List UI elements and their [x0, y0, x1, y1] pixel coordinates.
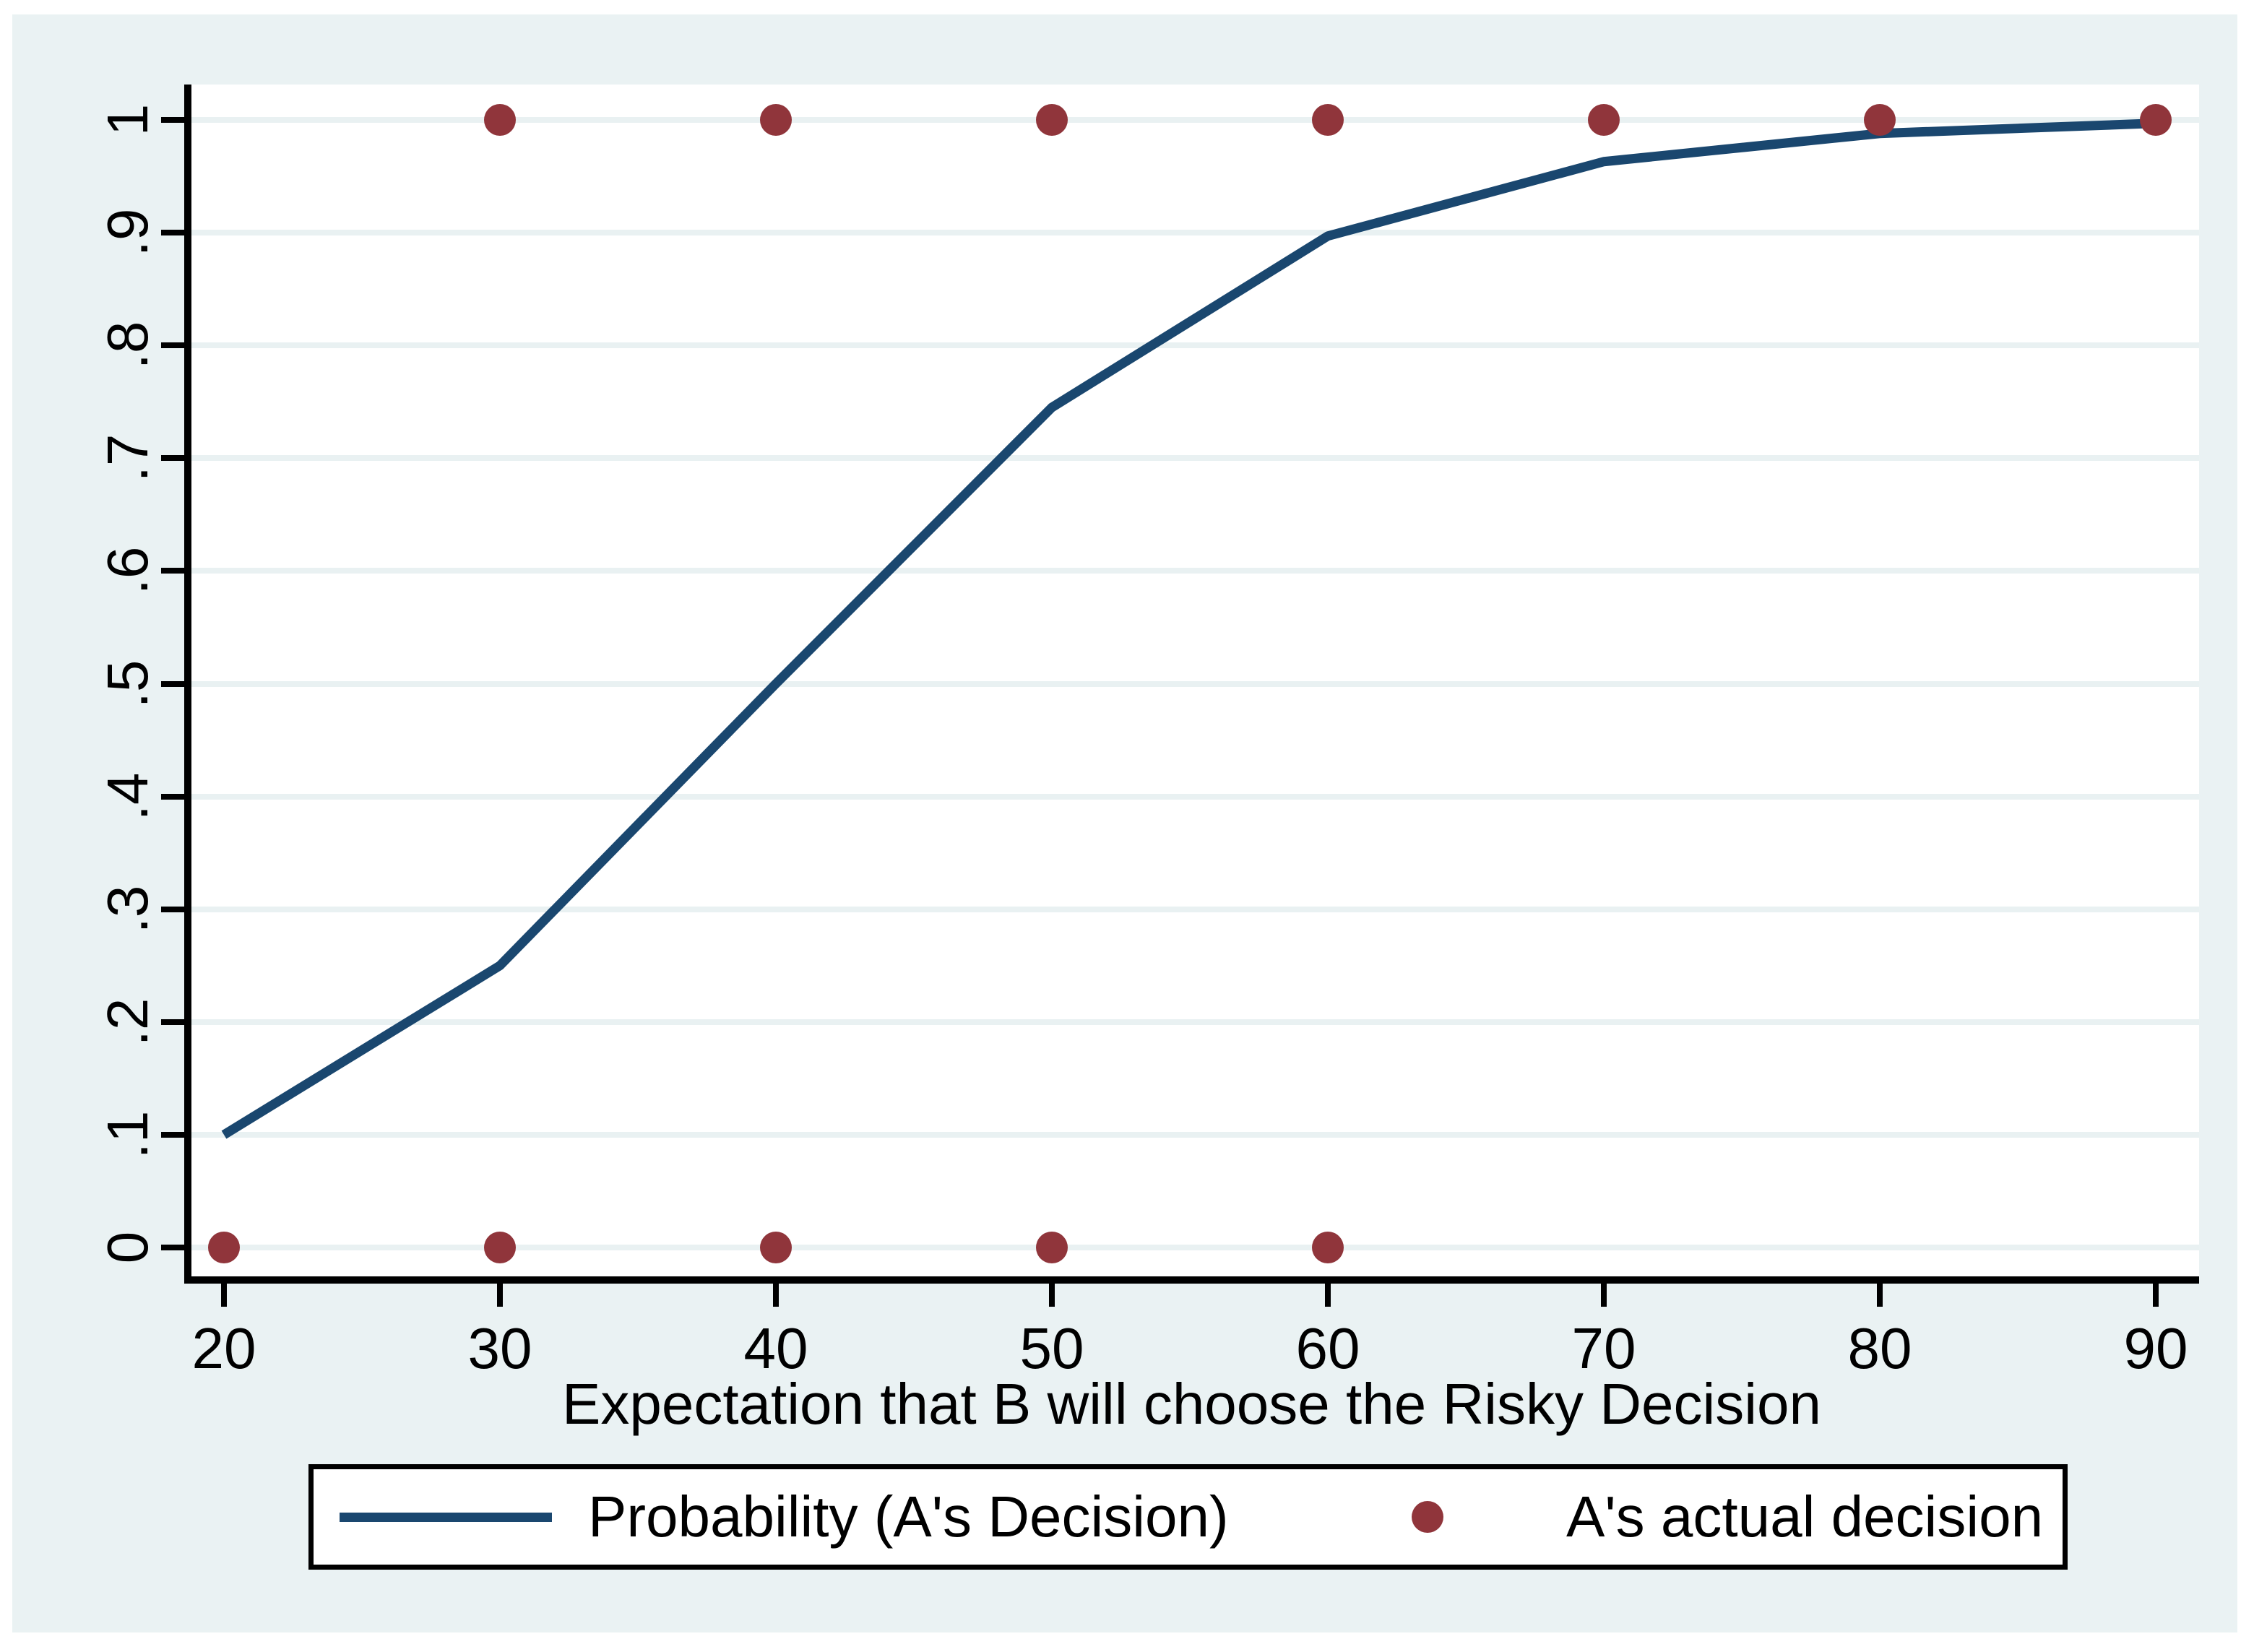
y-tick — [161, 342, 184, 349]
x-tick — [773, 1284, 779, 1307]
y-tick — [161, 455, 184, 462]
y-tick — [161, 117, 184, 123]
gridline — [191, 230, 2199, 236]
legend-box: Probability (A's Decision) A's actual de… — [308, 1464, 2068, 1570]
actual-decision-dot — [1864, 104, 1896, 136]
y-tick-label: 0 — [95, 1231, 160, 1264]
x-tick-label: 20 — [191, 1316, 256, 1380]
y-tick — [161, 906, 184, 912]
x-tick — [497, 1284, 503, 1307]
actual-decision-dot — [1312, 1232, 1344, 1263]
y-tick — [161, 680, 184, 687]
gridline — [191, 455, 2199, 462]
actual-decision-dot — [1588, 104, 1620, 136]
y-tick — [161, 793, 184, 800]
gridline — [191, 342, 2199, 349]
gridline — [191, 1245, 2199, 1250]
actual-decision-dot — [208, 1232, 240, 1263]
x-tick — [1601, 1284, 1607, 1307]
gridline — [191, 906, 2199, 912]
actual-decision-dot — [484, 104, 516, 136]
legend-label-actual-decision: A's actual decision — [1566, 1484, 2044, 1549]
y-tick-label: .8 — [95, 321, 160, 370]
actual-decision-dot — [760, 1232, 792, 1263]
gridline — [191, 680, 2199, 687]
y-tick-label: .6 — [95, 547, 160, 595]
actual-decision-dot — [1312, 104, 1344, 136]
y-tick — [161, 230, 184, 236]
plot-area: 0 .1 .2 .3 .4 .5 .6 .7 .8 .9 1 20 30 40 50 60 70 80 90 — [95, 85, 2199, 1380]
y-tick-label: .1 — [95, 1110, 160, 1159]
legend-label-probability: Probability (A's Decision) — [588, 1484, 1229, 1549]
actual-decision-dot — [1036, 104, 1068, 136]
y-tick-label: .9 — [95, 208, 160, 257]
y-tick-label: .3 — [95, 885, 160, 934]
x-tick — [221, 1284, 227, 1307]
gridline — [191, 117, 2199, 123]
actual-decision-dot — [484, 1232, 516, 1263]
y-tick — [161, 568, 184, 574]
x-tick-label: 40 — [743, 1316, 808, 1380]
x-tick-label: 30 — [467, 1316, 532, 1380]
gridline — [191, 793, 2199, 800]
y-tick-label: .7 — [95, 433, 160, 483]
actual-decision-dot — [2140, 104, 2172, 136]
x-tick-label: 90 — [2123, 1316, 2188, 1380]
legend-dot-sample — [1412, 1501, 1443, 1533]
x-tick-label: 80 — [1847, 1316, 1912, 1380]
legend-line-sample — [340, 1512, 552, 1522]
probability-line — [221, 118, 2156, 1139]
y-tick — [161, 1131, 184, 1138]
graph-background: 0 .1 .2 .3 .4 .5 .6 .7 .8 .9 1 20 30 40 50 60 70 80 90 Exp… — [12, 14, 2237, 1632]
gridline — [191, 568, 2199, 574]
y-tick-label: 1 — [95, 103, 160, 137]
x-tick — [1049, 1284, 1055, 1307]
y-tick-label: .2 — [95, 998, 160, 1047]
y-tick — [161, 1245, 184, 1250]
y-tick-label: .4 — [95, 772, 160, 821]
y-tick — [161, 1019, 184, 1025]
actual-decision-dot — [1036, 1232, 1068, 1263]
x-tick-label: 50 — [1019, 1316, 1084, 1380]
x-tick — [2153, 1284, 2159, 1307]
x-tick — [1325, 1284, 1331, 1307]
y-tick-label: .5 — [95, 659, 160, 708]
gridline — [191, 1019, 2199, 1025]
x-axis-title: Expectation that B will choose the Risky… — [561, 1372, 1822, 1436]
series-layer — [208, 104, 2172, 1263]
x-tick — [1877, 1284, 1883, 1307]
x-tick-label: 60 — [1295, 1316, 1360, 1380]
gridline — [191, 1131, 2199, 1138]
x-tick-label: 70 — [1571, 1316, 1636, 1380]
actual-decision-dot — [760, 104, 792, 136]
